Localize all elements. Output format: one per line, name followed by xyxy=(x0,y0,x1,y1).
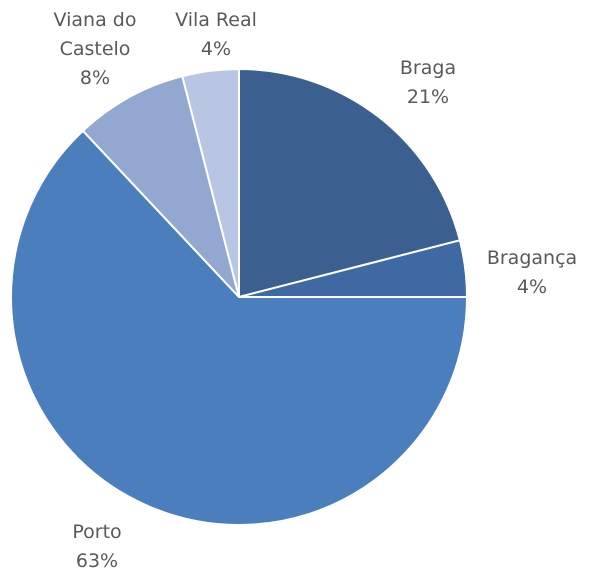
pie-slice xyxy=(81,74,240,298)
value-label: 8% xyxy=(79,67,111,89)
pie-slice xyxy=(238,67,462,299)
category-label: Braga xyxy=(399,57,457,79)
data-label: Braga 21% xyxy=(400,54,456,112)
value-label: 63% xyxy=(75,550,119,572)
category-label: Vila Real xyxy=(175,9,257,31)
pie-slice xyxy=(10,129,469,526)
category-label: Viana do Castelo xyxy=(53,9,137,60)
data-label: Porto 63% xyxy=(72,518,121,574)
pie-slice xyxy=(181,67,240,298)
data-label: Viana do Castelo 8% xyxy=(45,6,145,93)
data-label: Bragança 4% xyxy=(487,244,577,302)
category-label: Bragança xyxy=(486,247,578,269)
category-label: Porto xyxy=(72,521,122,543)
value-label: 21% xyxy=(406,86,450,108)
value-label: 4% xyxy=(200,38,232,60)
value-label: 4% xyxy=(516,276,548,298)
data-label: Vila Real 4% xyxy=(175,6,257,64)
